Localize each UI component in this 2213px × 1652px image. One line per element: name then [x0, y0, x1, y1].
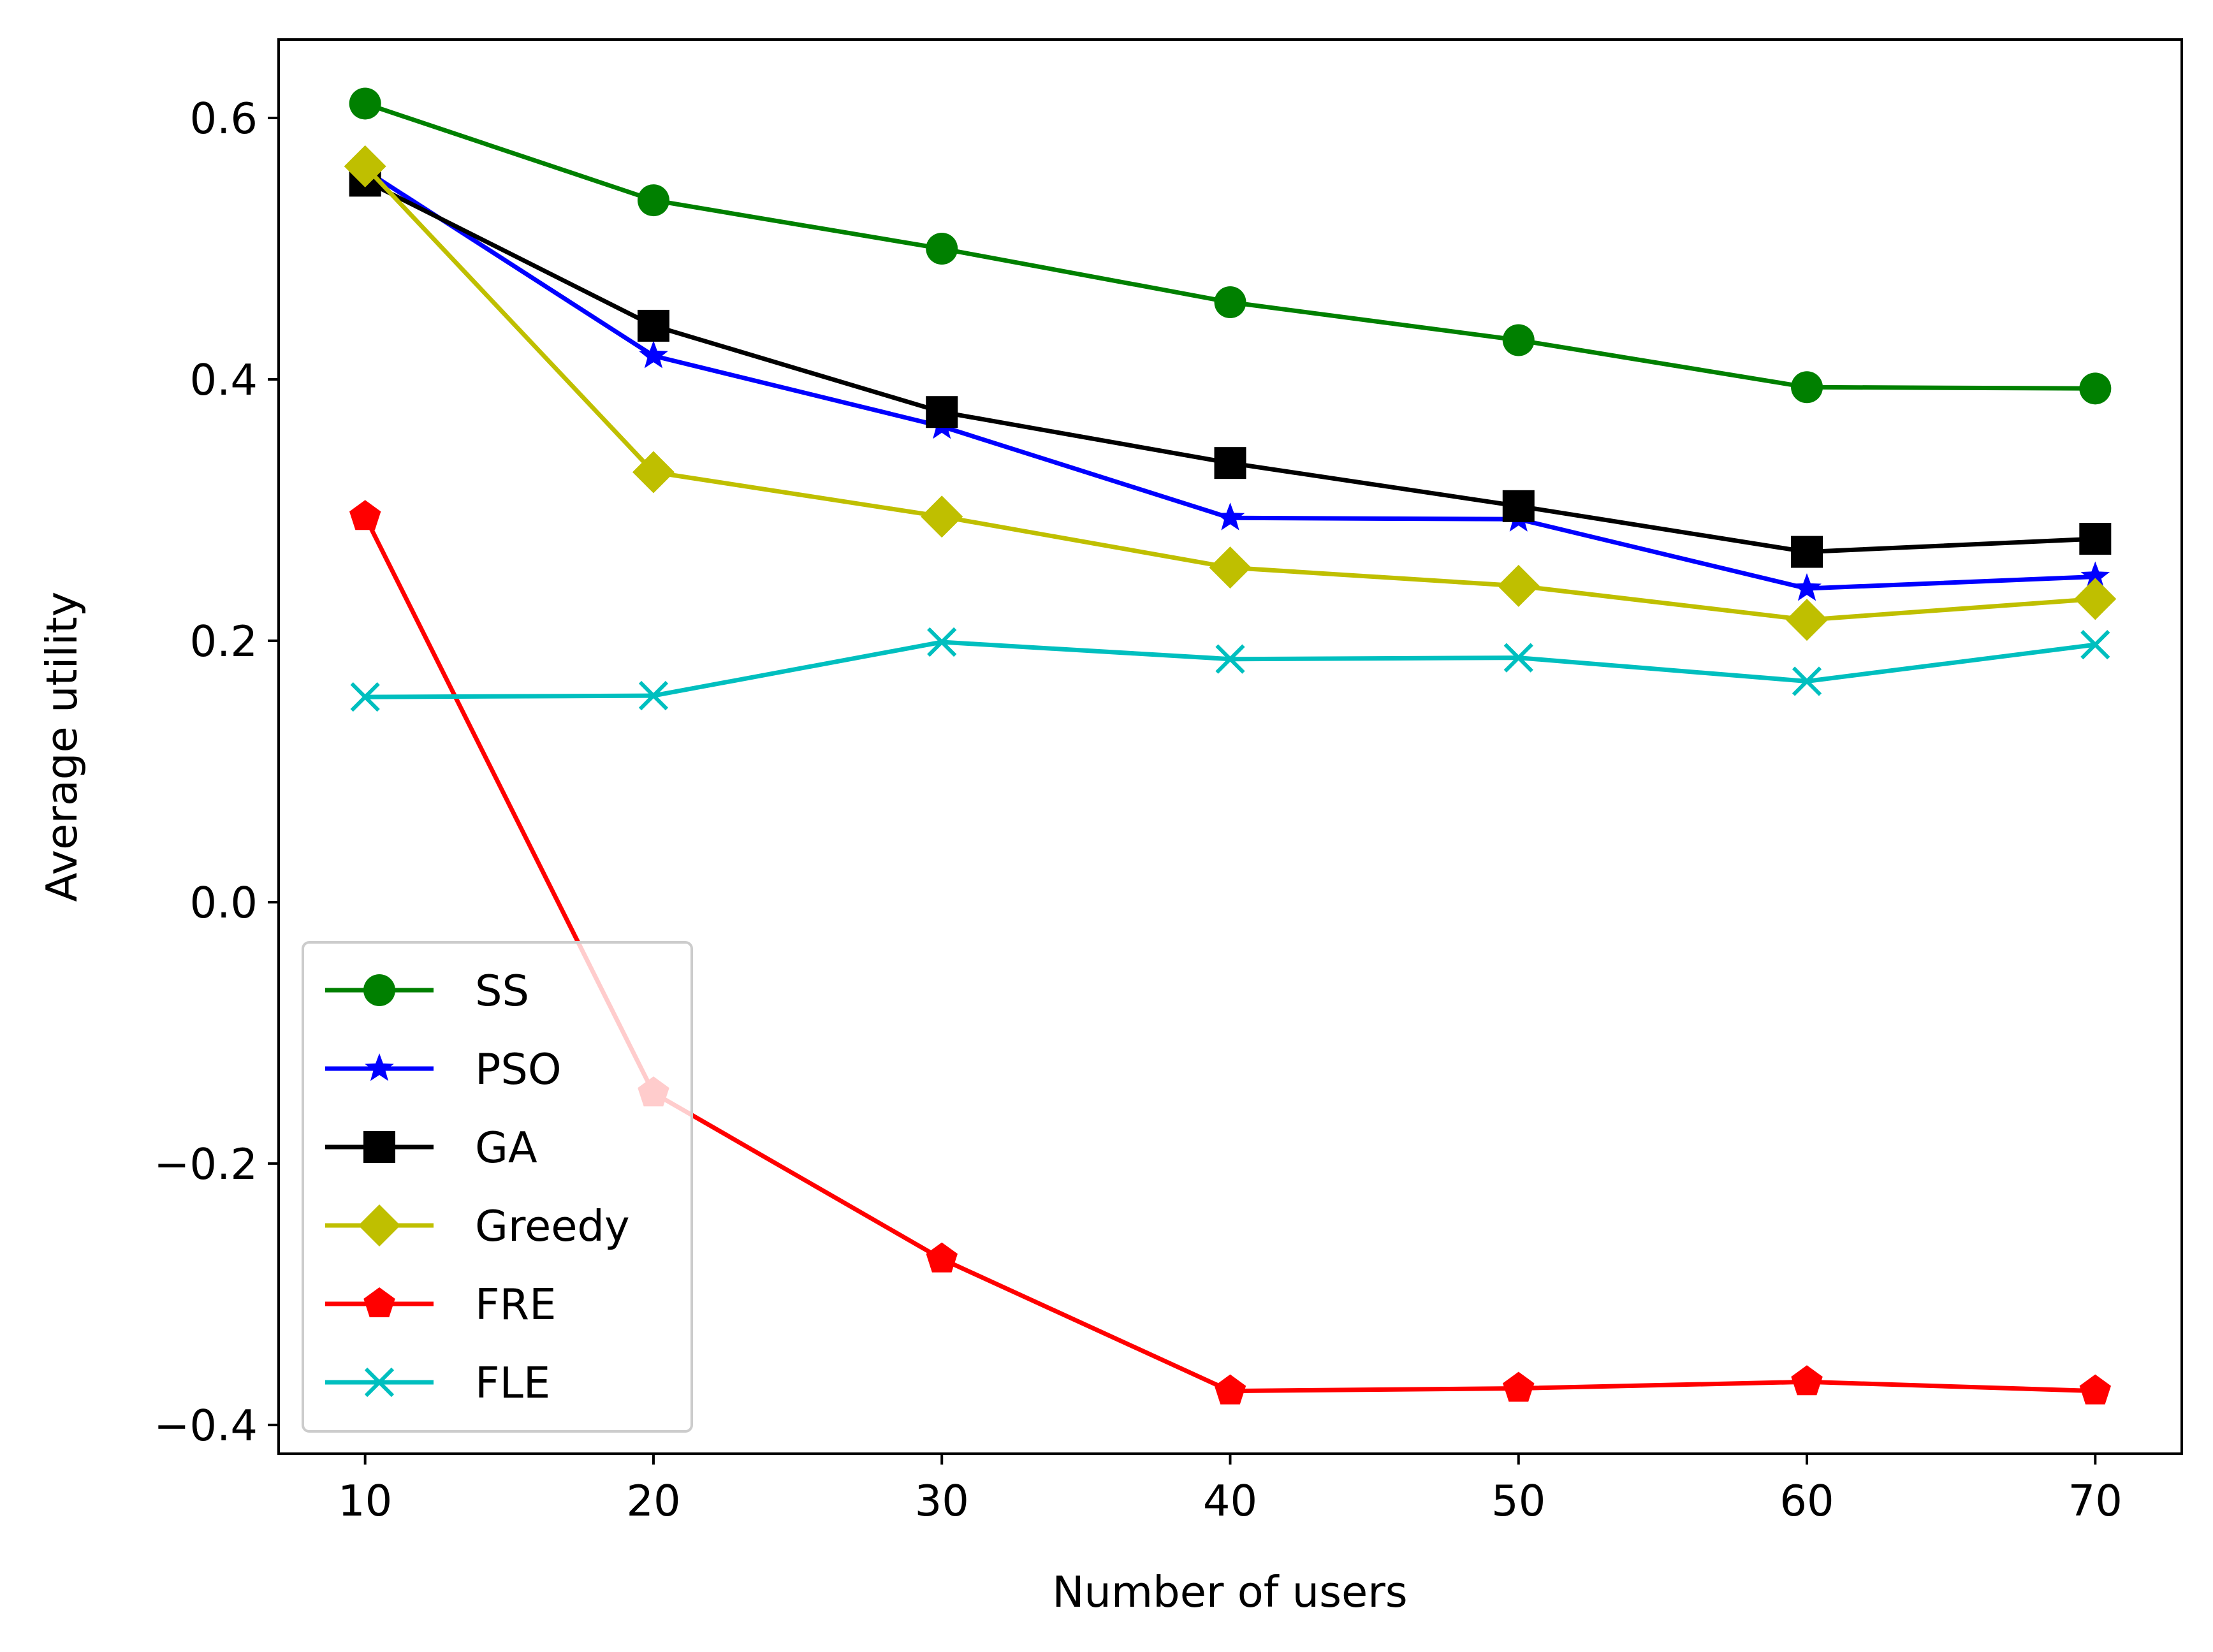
data-point-pso — [639, 340, 668, 369]
x-tick-label: 10 — [338, 1476, 392, 1526]
data-point-fre — [349, 500, 381, 530]
legend-marker-fle — [364, 1367, 395, 1398]
x-tick-label: 40 — [1203, 1476, 1257, 1526]
legend-marker-greedy — [358, 1204, 400, 1246]
data-point-ss — [1791, 371, 1823, 404]
series-ga — [349, 164, 2112, 568]
data-point-fre — [2079, 1374, 2111, 1405]
x-axis-label: Number of users — [1052, 1567, 1407, 1617]
legend-item-fre: FRE — [325, 1280, 556, 1329]
data-point-ga — [2079, 523, 2112, 555]
y-tick-label: 0.0 — [189, 878, 258, 928]
data-point-ga — [1214, 447, 1246, 479]
data-point-greedy — [1497, 564, 1540, 607]
data-point-pso — [1792, 573, 1822, 601]
y-tick-label: 0.4 — [189, 355, 258, 405]
data-point-pso — [2080, 561, 2110, 589]
series-greedy — [344, 145, 2117, 641]
data-point-greedy — [632, 451, 675, 493]
legend-item-greedy: Greedy — [325, 1201, 630, 1251]
data-point-ss — [2079, 372, 2112, 405]
data-point-ga — [1502, 490, 1535, 522]
plot-layer — [344, 87, 2117, 1405]
x-axis: 10 20 30 40 50 60 70 — [338, 1454, 2122, 1526]
legend-item-fle: FLE — [325, 1358, 550, 1408]
data-point-greedy — [1209, 546, 1252, 589]
data-point-fre — [1214, 1374, 1246, 1405]
legend-label-ss: SS — [475, 966, 529, 1016]
x-tick-label: 60 — [1779, 1476, 1834, 1526]
data-point-fle — [638, 680, 669, 711]
series-ss — [349, 87, 2112, 405]
y-tick-label: 0.6 — [189, 94, 258, 143]
data-point-ga — [1791, 536, 1823, 568]
data-point-ss — [1214, 286, 1246, 319]
data-point-fle — [1792, 666, 1822, 696]
data-point-ss — [637, 184, 669, 217]
x-tick-label: 50 — [1491, 1476, 1545, 1526]
y-axis: −0.4 −0.2 0.0 0.2 0.4 0.6 — [154, 94, 279, 1451]
legend-label-ga: GA — [475, 1123, 537, 1173]
y-tick-label: −0.4 — [154, 1401, 258, 1451]
data-point-fre — [1503, 1371, 1535, 1402]
data-point-ss — [926, 232, 958, 265]
legend-marker-ga — [363, 1131, 395, 1163]
data-point-ss — [349, 87, 381, 120]
legend-item-pso: PSO — [325, 1044, 562, 1094]
legend-label-pso: PSO — [475, 1044, 562, 1094]
series-fle — [350, 627, 2110, 712]
data-point-fre — [926, 1242, 958, 1273]
legend-box — [302, 941, 693, 1433]
data-point-greedy — [2074, 578, 2117, 620]
data-point-fle — [2080, 629, 2110, 660]
legend-label-greedy: Greedy — [475, 1201, 630, 1251]
data-point-greedy — [344, 145, 386, 187]
data-point-fle — [1215, 644, 1245, 674]
data-point-greedy — [921, 495, 963, 538]
data-point-ga — [926, 396, 958, 428]
data-point-pso — [1215, 502, 1245, 530]
legend: SS PSO GA Greedy FRE FLE — [302, 941, 693, 1433]
data-point-greedy — [1786, 599, 1829, 641]
x-tick-label: 30 — [915, 1476, 969, 1526]
legend-marker-pso — [365, 1053, 394, 1081]
legend-marker-ss — [363, 974, 395, 1006]
data-point-ss — [1502, 324, 1535, 356]
legend-label-fre: FRE — [475, 1280, 556, 1329]
y-tick-label: 0.2 — [189, 617, 258, 666]
legend-item-ga: GA — [325, 1123, 537, 1173]
data-point-fle — [350, 682, 380, 712]
data-point-ga — [637, 309, 669, 342]
x-tick-label: 20 — [626, 1476, 680, 1526]
x-tick-label: 70 — [2068, 1476, 2122, 1526]
data-point-fle — [927, 627, 957, 657]
legend-item-ss: SS — [325, 966, 529, 1016]
legend-marker-fre — [363, 1287, 395, 1317]
y-tick-label: −0.2 — [154, 1139, 258, 1189]
data-point-fle — [1503, 643, 1533, 673]
legend-label-fle: FLE — [475, 1358, 550, 1408]
data-point-fre — [1791, 1365, 1823, 1396]
y-axis-label: Average utility — [37, 592, 87, 902]
